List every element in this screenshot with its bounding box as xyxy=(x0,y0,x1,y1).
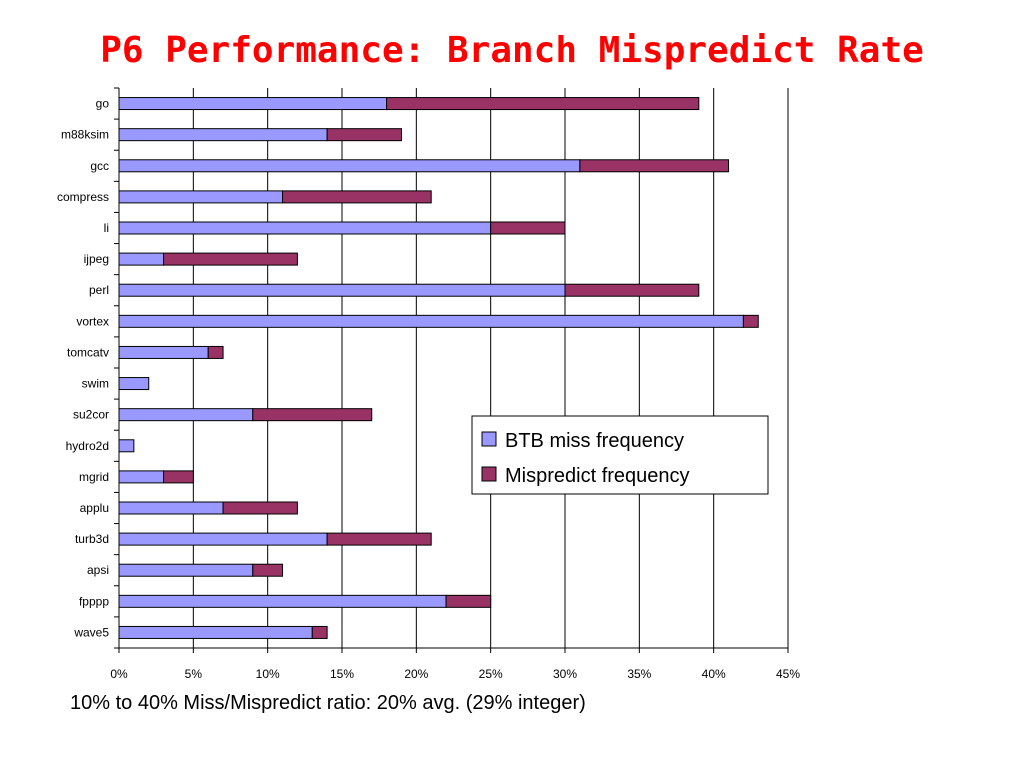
category-label-hydro2d: hydro2d xyxy=(66,439,109,453)
bar-compress-btb-miss xyxy=(118,190,284,204)
category-label-fpppp: fpppp xyxy=(79,594,109,608)
x-tick-label: 35% xyxy=(627,667,651,681)
bar-li-mispredict xyxy=(490,221,566,235)
x-tick-label: 5% xyxy=(185,667,203,681)
category-label-mgrid: mgrid xyxy=(79,470,109,484)
category-label-applu: applu xyxy=(80,501,109,515)
bar-vortex-btb-miss xyxy=(118,314,744,328)
category-label-vortex: vortex xyxy=(76,314,109,328)
bar-fpppp-btb-miss xyxy=(118,594,447,608)
x-tick-label: 15% xyxy=(330,667,354,681)
x-tick-label: 20% xyxy=(404,667,428,681)
bar-apsi-btb-miss xyxy=(118,563,254,577)
bar-turb3d-mispredict xyxy=(326,532,432,546)
category-label-tomcatv: tomcatv xyxy=(67,345,109,359)
bar-turb3d-btb-miss xyxy=(118,532,328,546)
x-tick-label: 45% xyxy=(776,667,800,681)
category-label-wave5: wave5 xyxy=(73,625,109,639)
x-tick-label: 30% xyxy=(553,667,577,681)
x-tick-label: 25% xyxy=(479,667,503,681)
axes xyxy=(114,87,789,653)
bar-fpppp-mispredict xyxy=(445,594,492,608)
bar-wave5-btb-miss xyxy=(118,625,313,639)
bar-su2cor-btb-miss xyxy=(118,408,254,422)
bar-swim-btb-miss xyxy=(118,377,150,391)
category-label-perl: perl xyxy=(89,283,109,297)
bar-wave5-mispredict xyxy=(311,625,328,639)
bar-m88ksim-btb-miss xyxy=(118,128,328,142)
bar-applu-mispredict xyxy=(222,501,298,515)
bar-gcc-btb-miss xyxy=(118,159,581,173)
category-label-m88ksim: m88ksim xyxy=(61,128,109,142)
bar-ijpeg-mispredict xyxy=(163,252,298,266)
bar-tomcatv-mispredict xyxy=(207,345,224,359)
bar-tomcatv-btb-miss xyxy=(118,345,209,359)
bar-m88ksim-mispredict xyxy=(326,128,402,142)
bar-hydro2d-btb-miss xyxy=(118,439,135,453)
bar-su2cor-mispredict xyxy=(252,408,373,422)
bar-gcc-mispredict xyxy=(579,159,730,173)
bar-applu-btb-miss xyxy=(118,501,224,515)
legend-label-btb-miss: BTB miss frequency xyxy=(505,430,684,452)
footnote: 10% to 40% Miss/Mispredict ratio: 20% av… xyxy=(70,692,586,714)
x-tick-label: 40% xyxy=(702,667,726,681)
category-label-compress: compress xyxy=(57,190,109,204)
bar-vortex-mispredict xyxy=(742,314,759,328)
bar-compress-mispredict xyxy=(282,190,432,204)
category-label-ijpeg: ijpeg xyxy=(84,252,109,266)
bars xyxy=(118,97,759,639)
legend-swatch-mispredict xyxy=(481,466,497,482)
gridlines xyxy=(192,88,789,648)
category-label-apsi: apsi xyxy=(87,563,109,577)
legend-box xyxy=(471,415,769,495)
bar-go-btb-miss xyxy=(118,97,388,111)
bar-li-btb-miss xyxy=(118,221,492,235)
bar-mgrid-btb-miss xyxy=(118,470,165,484)
x-tick-label: 10% xyxy=(256,667,280,681)
bar-mgrid-mispredict xyxy=(163,470,194,484)
category-label-gcc: gcc xyxy=(90,159,109,173)
category-label-su2cor: su2cor xyxy=(73,408,109,422)
legend: BTB miss frequency Mispredict frequency xyxy=(471,415,769,495)
category-label-go: go xyxy=(96,97,110,111)
slide-title: P6 Performance: Branch Mispredict Rate xyxy=(100,30,924,71)
bar-ijpeg-btb-miss xyxy=(118,252,165,266)
bar-perl-btb-miss xyxy=(118,283,566,297)
bar-apsi-mispredict xyxy=(252,563,284,577)
bar-perl-mispredict xyxy=(564,283,700,297)
bar-go-mispredict xyxy=(386,97,700,111)
category-label-swim: swim xyxy=(82,377,109,391)
legend-label-mispredict: Mispredict frequency xyxy=(505,465,690,487)
legend-swatch-btb-miss xyxy=(481,431,497,447)
labels: 0% 5% 10% 15% 20% 25% 30% 35% 40% 45% go m88ksim gcc… xyxy=(57,97,800,681)
x-tick-label: 0% xyxy=(110,667,128,681)
category-label-li: li xyxy=(104,221,109,235)
category-label-turb3d: turb3d xyxy=(75,532,109,546)
